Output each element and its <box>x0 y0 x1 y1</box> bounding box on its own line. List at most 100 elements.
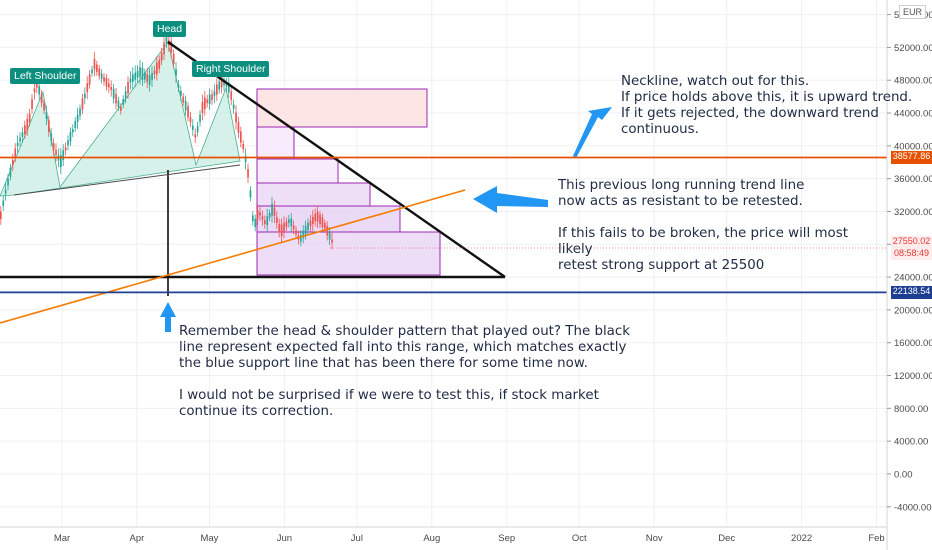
x-tick-label: May <box>200 533 218 544</box>
y-tick-label: 12000.00 <box>894 371 932 382</box>
candle-body <box>43 103 45 111</box>
candle-body <box>4 189 7 194</box>
candle-body <box>100 73 103 79</box>
candle-body <box>74 121 77 129</box>
candle-body <box>278 223 281 233</box>
candle-body <box>38 86 41 95</box>
candle-body <box>252 215 254 222</box>
candle-body <box>103 77 105 82</box>
x-tick-label: Jul <box>351 533 363 544</box>
candle-body <box>201 101 204 113</box>
trendline-arrow <box>473 186 548 213</box>
grid <box>0 0 887 527</box>
candle-body <box>271 203 273 216</box>
y-tick-label: 40000.00 <box>894 141 932 152</box>
head-label: Head <box>153 21 187 37</box>
right-shoulder-label: Right Shoulder <box>192 61 270 77</box>
candle-body <box>172 53 175 65</box>
candle-body <box>7 178 9 186</box>
candle-body <box>91 69 93 74</box>
candle-body <box>141 67 144 80</box>
candle-body <box>261 216 264 220</box>
candle-body <box>120 107 122 111</box>
x-tick-label: Dec <box>718 533 735 544</box>
candle-body <box>67 140 69 146</box>
candle-body <box>28 113 31 122</box>
candles <box>0 32 333 250</box>
candle-body <box>115 94 117 104</box>
candle-body <box>177 84 180 88</box>
volume-profile-box <box>256 158 339 184</box>
candle-body <box>259 212 261 216</box>
candle-body <box>175 69 177 76</box>
x-tick-label: Jun <box>277 533 292 544</box>
candle-body <box>14 148 17 157</box>
candle-body <box>220 75 223 88</box>
candle-body <box>285 221 288 227</box>
candle-body <box>72 129 74 133</box>
y-tick-label: 0.00 <box>894 469 913 480</box>
candle-body <box>204 97 206 110</box>
candle-body <box>132 74 134 82</box>
x-tick-label: 2022 <box>791 533 812 544</box>
candle-body <box>328 232 331 240</box>
candle-body <box>280 224 283 237</box>
currency-badge[interactable]: EUR <box>898 5 926 19</box>
candle-body <box>249 190 252 198</box>
candle-body <box>184 100 187 111</box>
candle-body <box>292 225 295 230</box>
candle-body <box>79 108 81 116</box>
candle-body <box>218 81 221 90</box>
y-tick-label: 8000.00 <box>894 404 928 415</box>
candle-body <box>12 159 14 166</box>
candle-body <box>45 112 48 119</box>
candle-body <box>144 72 146 80</box>
candle-body <box>19 137 21 142</box>
x-tick-label: Oct <box>572 533 587 544</box>
x-tick-label: Nov <box>646 533 663 544</box>
candle-body <box>240 131 242 143</box>
candle-body <box>273 207 276 216</box>
y-tick-label: 48000.00 <box>894 76 932 87</box>
candle-body <box>309 220 312 227</box>
candle-body <box>108 83 110 88</box>
candle-body <box>211 94 213 100</box>
candle-body <box>105 78 108 87</box>
y-tick-label: 52000.00 <box>894 43 932 54</box>
candle-body <box>9 167 12 177</box>
candle-body <box>160 52 163 61</box>
candle-body <box>314 213 317 222</box>
candle-body <box>98 68 101 76</box>
candle-body <box>196 126 199 133</box>
candle-body <box>148 75 151 85</box>
candle-body <box>151 73 153 81</box>
candle-body <box>288 219 290 223</box>
candle-body <box>276 217 278 223</box>
candle-body <box>112 88 115 99</box>
candle-body <box>326 226 329 236</box>
candle-body <box>208 94 211 104</box>
candle-body <box>206 99 209 104</box>
candle-body <box>331 239 333 243</box>
x-tick-label: Feb <box>868 533 884 544</box>
y-tick-label: -4000.00 <box>894 502 932 513</box>
candle-body <box>60 155 62 168</box>
x-tick-label: Aug <box>423 533 440 544</box>
y-tick-label: 44000.00 <box>894 109 932 120</box>
volume-profile-box <box>256 231 441 276</box>
candle-body <box>283 222 285 232</box>
y-tick-label: 36000.00 <box>894 174 932 185</box>
x-tick-label: Apr <box>130 533 145 544</box>
candle-body <box>139 67 141 78</box>
candle-body <box>254 218 257 227</box>
volume-profile-box <box>256 88 428 128</box>
candle-body <box>165 37 168 44</box>
neckline-arrow <box>573 107 612 158</box>
time-axis[interactable]: Mar Apr May Jun Jul Aug Sep Oct Nov Dec 2022 Feb <box>0 526 887 544</box>
candle-body <box>290 218 293 227</box>
candle-body <box>117 100 120 107</box>
last-price-tag: 27550.02 <box>891 235 932 248</box>
candle-body <box>266 216 269 226</box>
candle-body <box>213 91 216 96</box>
